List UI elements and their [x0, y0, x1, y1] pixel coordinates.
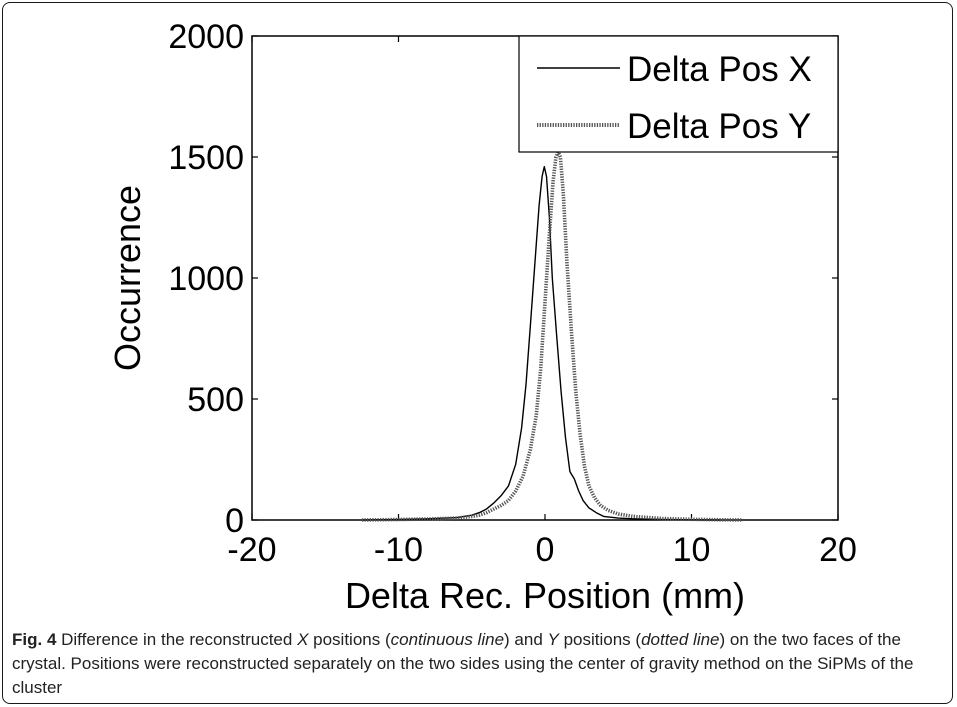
- legend-label-y: Delta Pos Y: [627, 107, 811, 146]
- caption-label: Fig. 4: [12, 630, 57, 649]
- x-tick-label: 10: [673, 531, 711, 569]
- y-axis-label: Occurrence: [107, 185, 148, 371]
- y-tick-label: 2000: [168, 18, 244, 56]
- y-tick-label: 1000: [168, 260, 244, 298]
- caption-text: positions (: [308, 630, 391, 649]
- x-tick-label: 20: [819, 531, 857, 569]
- y-tick-label: 0: [225, 502, 244, 540]
- y-tick-label: 1500: [168, 139, 244, 177]
- x-tick-label: 0: [536, 531, 555, 569]
- caption-text: Difference in the reconstructed: [56, 630, 298, 649]
- caption-text: ) and: [504, 630, 548, 649]
- y-tick-label: 500: [187, 381, 244, 419]
- caption-dotted: dotted line: [641, 630, 720, 649]
- x-axis-label: Delta Rec. Position (mm): [345, 575, 745, 616]
- chart: -20 -10 0 10 20 0 500 1000 1500 2000 Delta Rec. P…: [107, 18, 857, 616]
- legend-label-x: Delta Pos X: [627, 50, 812, 89]
- x-tick-label: -10: [374, 531, 423, 569]
- series-layer: [361, 150, 743, 522]
- caption-var-y: Y: [547, 630, 559, 649]
- caption-continuous: continuous line: [390, 630, 505, 649]
- legend-box: [518, 35, 839, 153]
- axis-ticks: -20 -10 0 10 20 0 500 1000 1500 2000: [168, 18, 857, 569]
- legend: Delta Pos X Delta Pos Y: [518, 35, 839, 153]
- series-line-delta-pos-x: [361, 165, 721, 521]
- caption-text: positions (: [558, 630, 642, 649]
- series-line-delta-pos-y: [361, 150, 743, 522]
- x-tick-label: -20: [227, 531, 276, 569]
- caption-var-x: X: [297, 630, 309, 649]
- figure-caption: Fig. 4 Difference in the reconstructed X…: [12, 628, 937, 700]
- caption-text: ) on the two faces of the crystal. Posit…: [12, 630, 914, 697]
